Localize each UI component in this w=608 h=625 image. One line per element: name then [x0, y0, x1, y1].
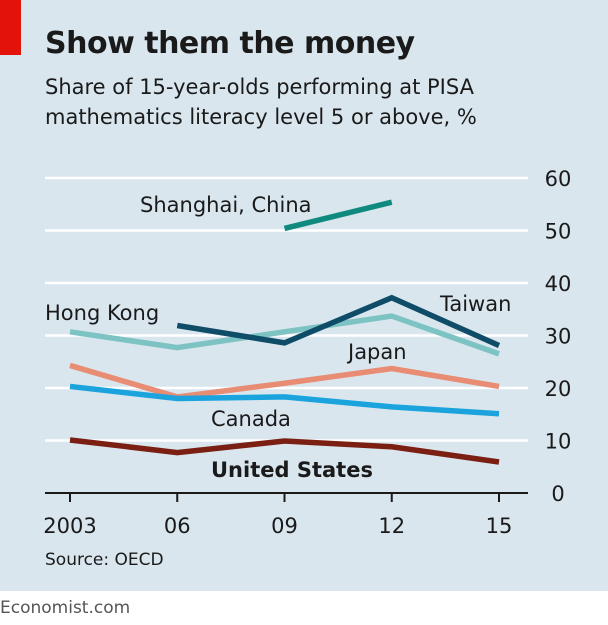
- brand-red-tab: [0, 0, 21, 55]
- chart-panel: Show them the money Share of 15-year-old…: [0, 0, 608, 591]
- series-line-japan: [69, 362, 500, 400]
- series-label-taiwan: Taiwan: [439, 292, 511, 316]
- x-tick-label-06: 06: [164, 514, 191, 538]
- line-chart: 0 10 20 30 40 50 60 2003 06 09 12 15 Shanghai, Chin…: [43, 167, 572, 538]
- series-line-taiwan: [176, 294, 501, 348]
- chart-subtitle-line-1: Share of 15-year-olds performing at PISA: [45, 75, 474, 99]
- y-tick-label-20: 20: [545, 377, 572, 401]
- series-line-shanghai-china: [283, 199, 393, 232]
- y-tick-label-60: 60: [545, 167, 572, 191]
- x-tick-label-15: 15: [486, 514, 513, 538]
- series-label-united-states: United States: [211, 458, 373, 482]
- series-line-hong-kong: [69, 313, 500, 357]
- source-note: Source: OECD: [45, 550, 164, 570]
- economist-brand: Economist.com: [0, 598, 131, 618]
- series-label-shanghai-china: Shanghai, China: [140, 193, 312, 217]
- chart-title: Show them the money: [45, 26, 415, 61]
- series-label-japan: Japan: [346, 340, 407, 364]
- series-line-canada: [69, 383, 500, 417]
- series-line-united-states: [69, 437, 500, 465]
- x-tick-label-09: 09: [271, 514, 298, 538]
- y-tick-label-10: 10: [545, 430, 572, 454]
- x-tick-label-12: 12: [378, 514, 405, 538]
- y-tick-label-50: 50: [545, 220, 572, 244]
- y-tick-label-40: 40: [545, 272, 572, 296]
- chart-subtitle-line-2: mathematics literacy level 5 or above, %: [45, 105, 477, 129]
- series-label-canada: Canada: [211, 407, 291, 431]
- series-label-hong-kong: Hong Kong: [45, 301, 159, 325]
- y-tick-label-30: 30: [545, 325, 572, 349]
- x-tick-label-2003: 2003: [43, 514, 96, 538]
- y-tick-label-0: 0: [551, 482, 564, 506]
